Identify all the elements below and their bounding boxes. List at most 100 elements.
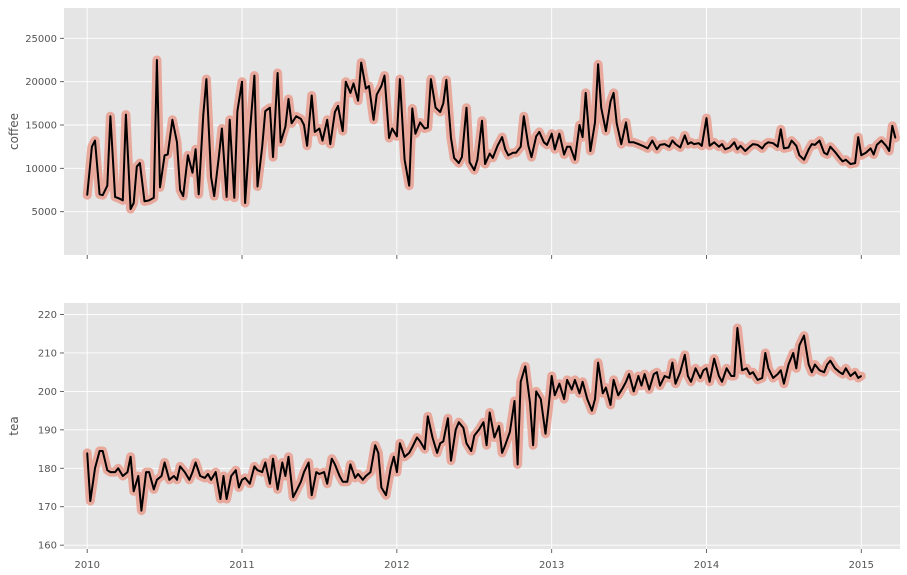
data-point	[891, 125, 893, 127]
data-point	[176, 141, 178, 143]
data-point	[292, 496, 294, 498]
data-point	[589, 150, 592, 152]
data-point	[752, 371, 754, 373]
data-point	[651, 140, 653, 142]
data-point	[808, 363, 810, 366]
data-point	[489, 411, 491, 414]
data-point	[849, 163, 852, 165]
data-point	[702, 369, 705, 371]
data-point	[102, 194, 104, 196]
data-point	[218, 156, 220, 158]
data-point	[761, 147, 763, 149]
data-point	[726, 367, 728, 369]
data-point	[674, 383, 677, 385]
data-point	[684, 134, 686, 136]
data-point	[404, 456, 406, 458]
y-tick-label: 160	[38, 541, 57, 552]
data-point	[860, 375, 862, 377]
data-point	[520, 146, 522, 148]
data-point	[195, 461, 197, 464]
data-point	[447, 417, 449, 419]
y-axis-label: coffee	[7, 113, 21, 150]
data-point	[517, 463, 519, 465]
data-point	[814, 363, 816, 366]
data-point	[602, 392, 604, 394]
data-point	[613, 92, 615, 94]
data-point	[280, 141, 282, 143]
data-point	[408, 452, 410, 454]
data-point	[442, 440, 444, 442]
data-point	[311, 94, 313, 97]
data-point	[253, 465, 255, 467]
data-point	[191, 471, 194, 473]
data-point	[633, 141, 635, 143]
data-point	[834, 367, 836, 369]
data-point	[724, 148, 726, 150]
data-point	[544, 433, 547, 435]
data-point	[114, 471, 116, 473]
data-point	[509, 431, 511, 433]
data-point	[427, 415, 429, 417]
data-point	[173, 475, 175, 477]
y-tick-label: 10000	[25, 164, 57, 175]
data-point	[625, 121, 627, 123]
data-point	[476, 159, 478, 161]
data-point	[854, 162, 856, 164]
data-point	[345, 81, 347, 83]
data-point	[783, 147, 785, 149]
data-point	[380, 85, 382, 87]
data-point	[767, 141, 770, 143]
data-point	[385, 494, 387, 496]
data-point	[772, 377, 774, 379]
data-point	[195, 148, 197, 150]
data-point	[616, 122, 618, 124]
data-point	[164, 461, 166, 464]
data-point	[109, 115, 111, 117]
data-point	[253, 75, 255, 77]
data-point	[571, 388, 573, 391]
data-point	[818, 140, 821, 142]
data-point	[337, 105, 339, 107]
data-point	[272, 458, 274, 460]
data-point	[574, 379, 576, 381]
y-tick-label: 5000	[32, 207, 57, 218]
data-point	[235, 469, 237, 471]
data-point	[430, 78, 432, 80]
data-point	[826, 363, 828, 366]
data-point	[136, 166, 138, 168]
data-point	[535, 135, 537, 137]
data-point	[885, 145, 887, 147]
data-point	[133, 202, 135, 204]
data-point	[839, 157, 841, 159]
data-point	[551, 375, 553, 377]
data-point	[520, 381, 522, 383]
data-point	[176, 479, 178, 481]
data-point	[628, 141, 630, 143]
data-point	[757, 144, 759, 146]
data-point	[860, 154, 862, 156]
data-point	[91, 146, 93, 148]
data-point	[171, 119, 173, 121]
data-point	[594, 121, 596, 123]
data-point	[597, 63, 599, 65]
data-point	[823, 152, 825, 154]
data-point	[145, 471, 147, 473]
data-point	[295, 490, 297, 492]
data-point	[461, 156, 463, 158]
data-point	[411, 107, 413, 110]
data-point	[102, 450, 104, 452]
data-point	[284, 126, 286, 128]
data-point	[644, 146, 646, 148]
data-point	[613, 379, 615, 381]
data-point	[191, 172, 194, 174]
data-point	[687, 143, 689, 145]
data-point	[721, 143, 723, 145]
data-point	[450, 137, 452, 139]
data-point	[130, 208, 132, 210]
data-point	[303, 471, 305, 473]
data-point	[314, 131, 316, 133]
data-point	[399, 442, 401, 444]
data-point	[264, 110, 266, 112]
y-tick-label: 170	[38, 502, 57, 513]
data-point	[148, 199, 150, 201]
